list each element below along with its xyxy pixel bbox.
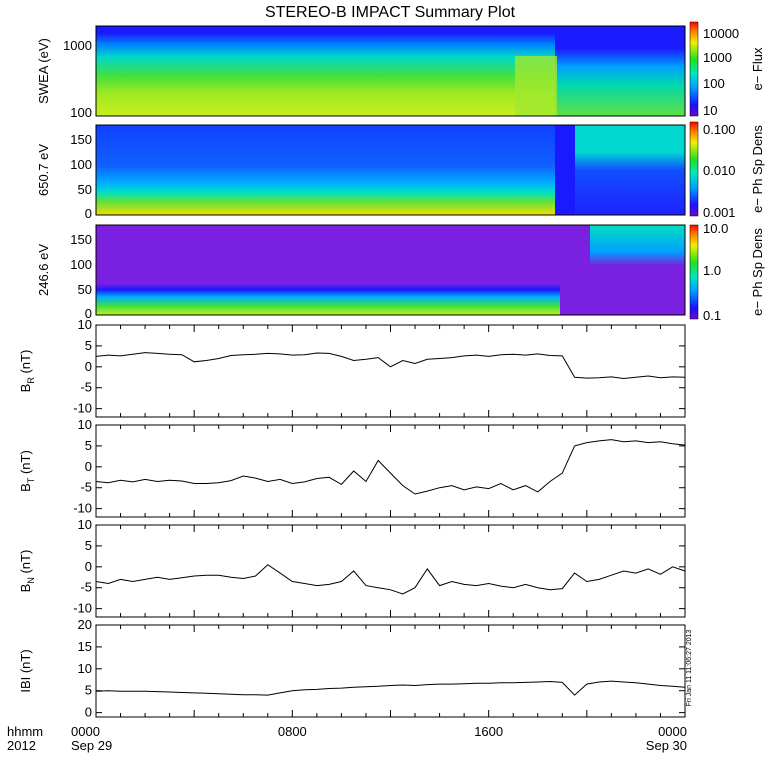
- line-panel-0: 10 5 0 -5 -10 BR (nT): [18, 317, 686, 418]
- y-tick-label: 0: [85, 559, 92, 574]
- pitch-246-ytick: 100: [70, 257, 92, 272]
- y-tick-label: 10: [78, 517, 92, 532]
- pitch-angle-246-spectrogram: [95, 224, 686, 316]
- swea-spectrogram: [95, 25, 686, 117]
- y-tick-label: 5: [85, 338, 92, 353]
- colorbar-label: e− Ph Sp Dens: [750, 125, 765, 213]
- y-axis-label: BT (nT): [18, 450, 36, 492]
- series-line: [95, 439, 686, 495]
- x-tick-label: 1600: [474, 724, 503, 739]
- pitch-angle-650-spectrogram: [95, 124, 686, 216]
- panel-frame: [95, 624, 686, 718]
- y-tick-label: 0: [85, 359, 92, 374]
- x-tick-date: Sep 30: [646, 738, 687, 753]
- pitch-246-ytick: 0: [85, 306, 92, 321]
- colorbar-phsp-246: 10.0 1.0 0.1 e− Ph Sp Dens: [689, 221, 765, 323]
- panel-frame: [95, 524, 686, 618]
- pitch-650-ytick: 150: [70, 132, 92, 147]
- y-tick-label: -5: [80, 380, 92, 395]
- colorbar-flux: 10000 1000 100 10 e− Flux: [689, 21, 765, 118]
- panel-frame: [95, 424, 686, 518]
- plot-title: STEREO-B IMPACT Summary Plot: [265, 4, 516, 21]
- pitch-246-y-axis: 246.6 eV 150 100 50 0: [36, 232, 92, 321]
- y-tick-label: 0: [85, 705, 92, 720]
- panel-frame: [95, 324, 686, 418]
- y-tick-label: 5: [85, 438, 92, 453]
- colorbar-tick: 100: [703, 76, 725, 91]
- series-line: [95, 680, 686, 696]
- line-panel-3: 20 15 10 5 0 IBI (nT): [18, 617, 686, 720]
- colorbar-phsp-650: 0.100 0.010 0.001 e− Ph Sp Dens: [689, 121, 765, 220]
- timestamp-stamp: Fri Jan 11 11:06:27 2013: [686, 629, 693, 706]
- y-tick-label: 10: [78, 661, 92, 676]
- x-tick-date: Sep 29: [71, 738, 112, 753]
- pitch-246-ytick: 150: [70, 232, 92, 247]
- swea-ytick: 1000: [63, 38, 92, 53]
- pitch-650-ytick: 50: [78, 182, 92, 197]
- colorbar-tick: 10000: [703, 26, 739, 41]
- y-axis-label: BR (nT): [18, 350, 36, 393]
- y-tick-label: -10: [73, 401, 92, 416]
- pitch-650-ytick: 100: [70, 157, 92, 172]
- colorbar-tick: 0.001: [703, 205, 736, 220]
- line-panel-1: 10 5 0 -5 -10 BT (nT): [18, 417, 686, 518]
- y-axis-label: IBI (nT): [18, 649, 33, 692]
- y-tick-label: -5: [80, 580, 92, 595]
- x-row-label-hhmm: hhmm: [7, 724, 43, 739]
- y-tick-label: 5: [85, 538, 92, 553]
- swea-y-axis: SWEA (eV) 1000 100: [36, 38, 92, 120]
- swea-ytick: 100: [70, 105, 92, 120]
- y-tick-label: 0: [85, 459, 92, 474]
- colorbar-tick: 10: [703, 103, 717, 118]
- y-tick-label: -10: [73, 601, 92, 616]
- swea-ylabel: SWEA (eV): [36, 38, 51, 104]
- colorbar-tick: 1.0: [703, 263, 721, 278]
- pitch-650-y-axis: 650.7 eV 150 100 50 0: [36, 132, 92, 221]
- y-tick-label: 10: [78, 317, 92, 332]
- y-axis-label: BN (nT): [18, 550, 36, 593]
- series-line: [95, 352, 686, 380]
- x-row-label-year: 2012: [7, 738, 36, 753]
- magnetic-field-panels: 10 5 0 -5 -10 BR (nT) 10 5 0 -5 -10 BT (nT) 10 5 0 -5 -1…: [18, 317, 686, 720]
- series-line: [95, 564, 686, 595]
- x-tick-label: 0000: [71, 724, 100, 739]
- colorbar-label: e− Ph Sp Dens: [750, 228, 765, 316]
- pitch-650-ytick: 0: [85, 206, 92, 221]
- colorbar-tick: 10.0: [703, 221, 728, 236]
- colorbar-tick: 0.010: [703, 163, 736, 178]
- x-tick-label: 0000: [658, 724, 687, 739]
- pitch-246-ytick: 50: [78, 282, 92, 297]
- pitch-650-ylabel: 650.7 eV: [36, 144, 51, 196]
- y-tick-label: 15: [78, 639, 92, 654]
- y-tick-label: 10: [78, 417, 92, 432]
- y-tick-label: 5: [85, 683, 92, 698]
- pitch-246-ylabel: 246.6 eV: [36, 244, 51, 296]
- y-tick-label: 20: [78, 617, 92, 632]
- y-tick-label: -10: [73, 501, 92, 516]
- colorbar-tick: 0.100: [703, 122, 736, 137]
- y-tick-label: -5: [80, 480, 92, 495]
- colorbar-tick: 0.1: [703, 308, 721, 323]
- colorbar-tick: 1000: [703, 50, 732, 65]
- x-tick-label: 0800: [278, 724, 307, 739]
- line-panel-2: 10 5 0 -5 -10 BN (nT): [18, 517, 686, 618]
- colorbar-label: e− Flux: [750, 47, 765, 90]
